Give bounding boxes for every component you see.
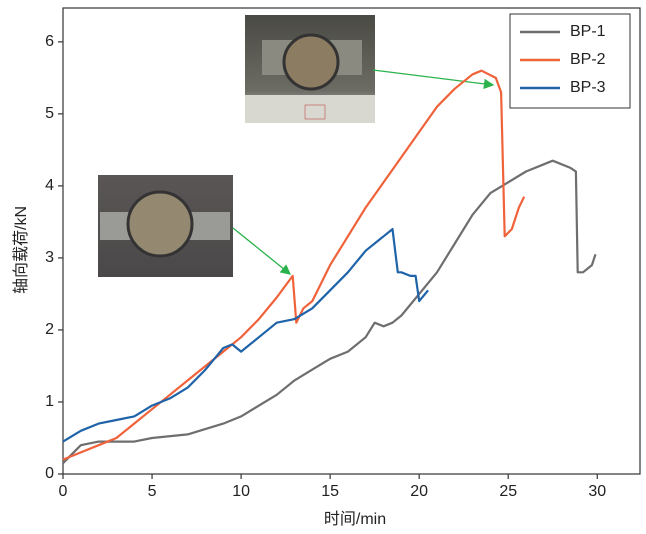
x-tick-label: 20 <box>410 483 428 500</box>
x-tick-label: 0 <box>59 483 68 500</box>
plot-frame <box>62 7 641 475</box>
legend-label: BP-3 <box>570 79 606 96</box>
x-tick-label: 10 <box>232 483 250 500</box>
photo-inset <box>245 15 375 123</box>
y-tick-label: 1 <box>45 393 54 410</box>
y-tick-label: 0 <box>45 465 54 482</box>
legend-label: BP-2 <box>570 51 606 68</box>
y-tick-label: 4 <box>45 177 54 194</box>
x-tick-label: 5 <box>148 483 157 500</box>
y-tick-label: 2 <box>45 321 54 338</box>
y-axis-label: 轴向载荷/kN <box>12 206 30 294</box>
x-tick-label: 25 <box>499 483 517 500</box>
x-tick-label: 15 <box>321 483 339 500</box>
photo-inset <box>98 175 233 277</box>
series-line <box>62 159 597 464</box>
y-tick-label: 3 <box>45 249 54 266</box>
series-line <box>62 228 429 443</box>
series-line <box>62 69 526 461</box>
arrow <box>232 227 292 275</box>
y-tick-label: 5 <box>45 105 54 122</box>
x-tick-label: 30 <box>588 483 606 500</box>
arrow <box>372 69 495 90</box>
y-tick-label: 6 <box>45 33 54 50</box>
x-axis-label: 时间/min <box>324 510 386 528</box>
legend-label: BP-1 <box>570 23 606 40</box>
